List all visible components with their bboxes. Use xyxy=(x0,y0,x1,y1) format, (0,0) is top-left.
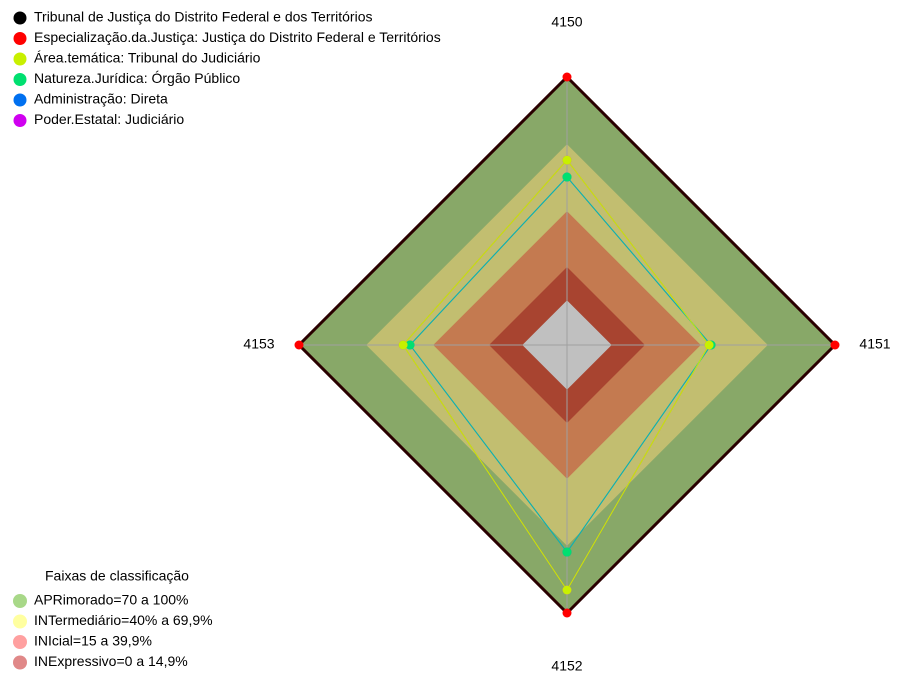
series-point xyxy=(562,155,572,165)
band-legend-label: APRimorado=70 a 100% xyxy=(34,592,189,608)
legend-marker xyxy=(13,32,27,45)
series-point xyxy=(405,340,415,350)
band-legend-marker xyxy=(13,655,27,670)
band-legend-marker xyxy=(13,635,27,649)
band-legend-label: INExpressivo=0 a 14,9% xyxy=(34,653,188,669)
axis-label: 4152 xyxy=(551,658,582,674)
series-point xyxy=(562,547,572,557)
series-point xyxy=(562,608,572,618)
series-point xyxy=(398,340,408,350)
legend-label: Especialização.da.Justiça: Justiça do Di… xyxy=(34,29,441,45)
series-point xyxy=(562,72,572,82)
bands-title: Faixas de classificação xyxy=(45,568,189,584)
legend-marker xyxy=(13,11,27,25)
series-point xyxy=(830,340,840,350)
legend-marker xyxy=(13,93,27,107)
series-point xyxy=(562,585,572,595)
band-legend-marker xyxy=(13,594,27,608)
legend-label: Administração: Direta xyxy=(34,91,168,107)
legend-marker xyxy=(13,114,27,127)
band-legend-label: INTermediário=40% a 69,9% xyxy=(34,612,213,628)
legend-marker xyxy=(13,73,27,86)
axis-label: 4153 xyxy=(243,336,274,352)
legend-label: Tribunal de Justiça do Distrito Federal … xyxy=(34,9,372,25)
axis-label: 4150 xyxy=(551,14,582,30)
legend-label: Natureza.Jurídica: Órgão Público xyxy=(34,70,240,86)
legend-label: Poder.Estatal: Judiciário xyxy=(34,111,184,127)
legend-label: Área.temática: Tribunal do Judiciário xyxy=(34,50,261,66)
axis-label: 4151 xyxy=(859,336,890,352)
band-legend-marker xyxy=(13,614,27,629)
series-point xyxy=(704,340,714,350)
series-point xyxy=(294,340,304,350)
legend-marker xyxy=(13,52,27,66)
band-legend-label: INIcial=15 a 39,9% xyxy=(34,633,152,649)
series-point xyxy=(562,172,572,182)
